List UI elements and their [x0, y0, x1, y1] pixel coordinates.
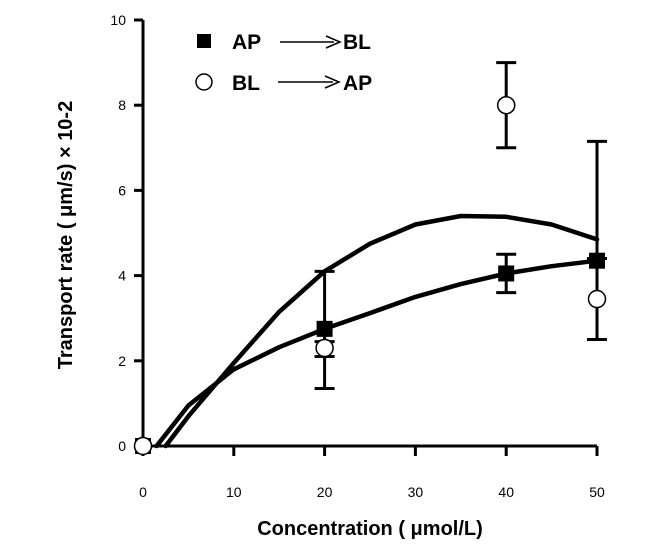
legend-series-2-from: BL — [232, 72, 260, 95]
x-tick-label: 40 — [498, 484, 514, 500]
x-tick-label: 50 — [589, 484, 605, 500]
legend-circle-marker — [195, 73, 213, 91]
y-tick-label: 0 — [118, 438, 126, 454]
y-tick-label: 10 — [110, 12, 126, 28]
fit-curve-series-1 — [154, 258, 600, 449]
x-axis-title: Concentration ( μmol/L) — [257, 518, 483, 540]
legend-series-2-arrow-head — [324, 75, 341, 89]
legend-series-1-to: BL — [343, 31, 371, 54]
legend-square-marker — [197, 34, 211, 48]
x-axis-ticks: 0 10 20 30 40 50 — [139, 446, 605, 500]
x-tick-label: 30 — [408, 484, 424, 500]
marker-circle-series-2 — [496, 95, 516, 115]
marker-circle-series-2 — [587, 289, 607, 309]
marker-circle-series-2 — [133, 436, 153, 456]
x-tick-label: 10 — [226, 484, 242, 500]
fit-curves — [154, 213, 600, 449]
error-bars — [314, 61, 607, 390]
y-tick-label: 4 — [118, 268, 126, 284]
legend-series-1-arrow-head — [325, 35, 342, 49]
marker-square-series-1 — [316, 320, 333, 337]
data-markers — [133, 95, 607, 456]
marker-square-series-1 — [589, 252, 605, 269]
y-axis-ticks: 0 2 4 6 8 10 — [110, 12, 143, 454]
fit-curve-series-2 — [163, 213, 600, 449]
y-axis-title: Transport rate ( μm/s) × 10-2 — [55, 101, 77, 369]
marker-circle-series-2 — [315, 338, 334, 358]
x-tick-label: 0 — [139, 484, 147, 500]
x-tick-label: 20 — [317, 484, 333, 500]
legend: AP BL BL AP — [195, 31, 372, 95]
legend-series-2-to: AP — [343, 72, 372, 95]
y-tick-label: 2 — [118, 353, 126, 369]
marker-square-series-1 — [498, 265, 515, 282]
legend-series-1-from: AP — [232, 31, 261, 54]
axes: 0 2 4 6 8 10 0 10 20 30 40 50 — [110, 12, 605, 500]
y-tick-label: 8 — [118, 97, 126, 113]
y-tick-label: 6 — [118, 182, 126, 198]
